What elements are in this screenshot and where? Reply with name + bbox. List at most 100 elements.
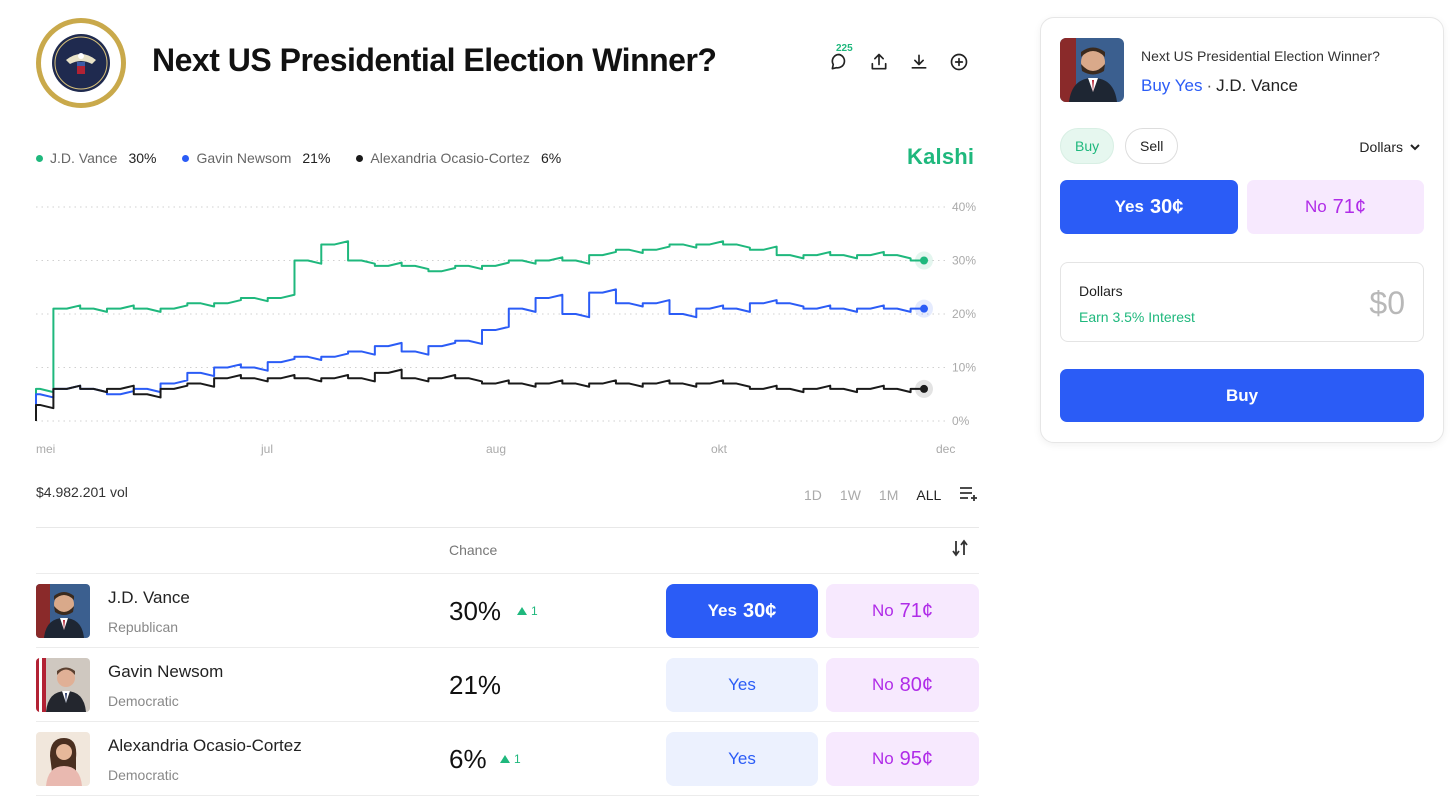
panel-yes-label: Yes: [1114, 197, 1144, 216]
candidate-party: Democratic: [108, 767, 179, 783]
buy-yes-button[interactable]: Yes: [666, 658, 818, 712]
series-endpoint: [920, 304, 928, 313]
time-range-selector: 1D 1W 1M ALL: [804, 485, 979, 504]
presidential-seal-logo: [36, 18, 126, 108]
delta-value: 1: [514, 752, 521, 766]
y-tick-label: 30%: [952, 254, 976, 268]
table-row[interactable]: Alexandria Ocasio-Cortez Democratic 6% 1…: [36, 721, 979, 796]
up-arrow-icon: [500, 755, 510, 763]
buy-no-button[interactable]: No 80¢: [826, 658, 979, 712]
x-tick-label: jul: [260, 442, 273, 456]
legend-item-newsom[interactable]: Gavin Newsom 21%: [182, 150, 330, 166]
buy-yes-button[interactable]: Yes: [666, 732, 818, 786]
chart-legend: J.D. Vance 30% Gavin Newsom 21% Alexandr…: [36, 150, 561, 166]
legend-item-vance[interactable]: J.D. Vance 30%: [36, 150, 156, 166]
volume-label: $4.982.201 vol: [36, 484, 128, 500]
buy-button[interactable]: Buy: [1060, 369, 1424, 422]
candidate-party: Republican: [108, 619, 179, 635]
chance-value: 30%: [449, 596, 502, 626]
series-endpoint: [920, 384, 928, 393]
range-1d[interactable]: 1D: [804, 486, 822, 503]
panel-separator: ·: [1206, 76, 1213, 95]
tab-sell[interactable]: Sell: [1125, 128, 1179, 164]
comment-count: 225: [836, 43, 853, 54]
currency-dropdown[interactable]: Dollars: [1359, 139, 1421, 155]
delta-value: 1: [531, 604, 538, 618]
currency-label: Dollars: [1359, 139, 1403, 155]
chance-column-header: Chance: [449, 542, 498, 558]
y-tick-label: 0%: [952, 414, 970, 428]
no-price: 95¢: [899, 747, 934, 770]
table-row[interactable]: J.D. Vance Republican 30% 1 Yes 30¢ No 7…: [36, 573, 979, 647]
table-row[interactable]: Gavin Newsom Democratic 21% Yes No 80¢: [36, 647, 979, 721]
tab-buy[interactable]: Buy: [1060, 128, 1115, 164]
share-icon[interactable]: [868, 50, 890, 74]
legend-pct: 21%: [302, 150, 331, 166]
legend-item-ocasio-cortez[interactable]: Alexandria Ocasio-Cortez 6%: [356, 150, 561, 166]
amount-label: Dollars: [1079, 283, 1123, 299]
amount-input[interactable]: Dollars Earn 3.5% Interest $0: [1060, 262, 1424, 342]
range-1w[interactable]: 1W: [839, 486, 861, 503]
series-line: [35, 288, 924, 421]
buy-yes-button[interactable]: Yes 30¢: [666, 584, 818, 638]
chance-value: 6%: [449, 744, 487, 774]
no-price: 80¢: [899, 673, 934, 696]
avatar: [36, 658, 90, 712]
chart-settings-icon[interactable]: [959, 485, 979, 504]
legend-dot: [182, 154, 190, 162]
panel-yes-button[interactable]: Yes 30¢: [1060, 180, 1238, 234]
chance-delta: 1: [500, 752, 521, 766]
page-title: Next US Presidential Election Winner?: [152, 42, 717, 78]
download-icon[interactable]: [908, 50, 930, 74]
chance-delta: 1: [517, 604, 538, 618]
no-label: No: [871, 675, 894, 694]
x-tick-label: okt: [711, 442, 728, 456]
y-tick-label: 20%: [952, 307, 976, 321]
up-arrow-icon: [517, 607, 527, 615]
panel-no-label: No: [1304, 197, 1327, 216]
panel-avatar: [1060, 38, 1124, 102]
panel-yes-price: 30¢: [1149, 195, 1184, 218]
legend-dot: [36, 154, 43, 162]
plus-circle-icon[interactable]: [948, 50, 970, 74]
panel-candidate: J.D. Vance: [1216, 76, 1299, 95]
table-divider: [36, 527, 979, 528]
y-tick-label: 40%: [952, 200, 976, 214]
panel-selection: Buy Yes · J.D. Vance: [1141, 76, 1298, 96]
panel-market-title: Next US Presidential Election Winner?: [1141, 48, 1380, 64]
series-endpoint: [920, 256, 928, 265]
candidate-name: Gavin Newsom: [108, 662, 224, 681]
legend-pct: 6%: [540, 150, 562, 166]
chance-value: 21%: [449, 670, 502, 700]
sort-icon[interactable]: [950, 538, 970, 563]
yes-label: Yes: [728, 675, 756, 694]
x-tick-label: mei: [36, 442, 55, 456]
no-label: No: [871, 749, 894, 768]
x-tick-label: dec: [936, 442, 955, 456]
legend-dot: [356, 154, 364, 162]
avatar: [36, 584, 90, 638]
buy-no-button[interactable]: No 95¢: [826, 732, 979, 786]
y-tick-label: 10%: [952, 361, 976, 375]
no-label: No: [871, 601, 894, 620]
yes-label: Yes: [707, 601, 737, 620]
legend-name: Gavin Newsom: [196, 150, 292, 166]
order-panel: Next US Presidential Election Winner? Bu…: [1040, 17, 1444, 443]
series-line: [35, 368, 924, 421]
series-line: [35, 240, 924, 421]
legend-name: Alexandria Ocasio-Cortez: [370, 150, 530, 166]
range-1m[interactable]: 1M: [878, 486, 899, 503]
amount-value: $0: [1369, 285, 1405, 321]
x-tick-label: aug: [486, 442, 506, 456]
panel-no-button[interactable]: No 71¢: [1247, 180, 1424, 234]
no-price: 71¢: [899, 599, 934, 622]
legend-pct: 30%: [128, 150, 157, 166]
brand-logo: Kalshi: [907, 144, 975, 169]
comment-icon[interactable]: 225: [828, 43, 853, 74]
yes-price: 30¢: [742, 599, 777, 622]
interest-note: Earn 3.5% Interest: [1079, 309, 1195, 325]
candidate-name: Alexandria Ocasio-Cortez: [108, 736, 302, 755]
price-chart[interactable]: 40% 30% 20% 10% 0% mei jul aug okt dec: [0, 185, 1000, 465]
range-all[interactable]: ALL: [916, 486, 942, 503]
buy-no-button[interactable]: No 71¢: [826, 584, 979, 638]
